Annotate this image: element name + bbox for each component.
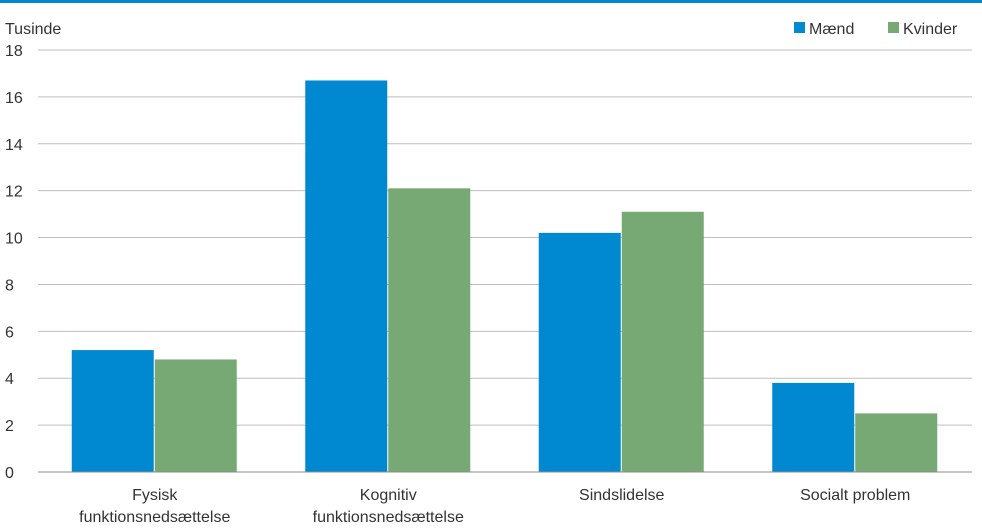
bar-maend [305,80,388,472]
x-category-label-line: Sindslidelse [579,487,664,504]
y-tick-label: 0 [5,465,14,482]
x-category-label: Fysisk funktionsnedsættelse [79,487,230,526]
y-tick-label: 18 [5,43,23,60]
legend-label-maend: Mænd [809,21,854,38]
bar-kvinder [855,413,938,472]
y-tick-label: 12 [5,184,23,201]
legend-label-kvinder: Kvinder [903,21,958,38]
legend-swatch-maend [794,22,805,33]
y-tick-label: 8 [5,277,14,294]
bar-kvinder [388,188,471,473]
bar-maend [538,232,621,472]
y-tick-label: 14 [5,137,23,154]
y-axis: 0 2 4 6 8 10 12 14 16 18 [5,43,23,482]
legend: Mænd Kvinder [794,21,958,38]
x-category-label: Sindslidelse [579,487,664,504]
y-tick-label: 10 [5,231,23,248]
x-category-label-line: funktionsnedsættelse [313,509,464,526]
y-tick-label: 16 [5,90,23,107]
x-category-label: Kognitiv funktionsnedsættelse [313,487,464,526]
y-unit-label: Tusinde [5,21,61,38]
y-tick-label: 4 [5,371,14,388]
bar-maend [772,382,855,472]
y-tick-label: 6 [5,324,14,341]
bars [71,80,938,473]
x-axis-labels: Fysisk funktionsnedsættelse Kognitiv funkti… [79,487,910,526]
legend-swatch-kvinder [888,22,899,33]
y-tick-label: 2 [5,418,14,435]
x-category-label-line: funktionsnedsættelse [79,509,230,526]
x-category-label-line: Fysisk [132,487,178,504]
bar-kvinder [154,359,237,472]
x-category-label: Socialt problem [800,487,910,504]
x-category-label-line: Socialt problem [800,487,910,504]
bar-maend [71,350,154,472]
x-category-label-line: Kognitiv [360,487,417,504]
bar-kvinder [621,211,704,472]
